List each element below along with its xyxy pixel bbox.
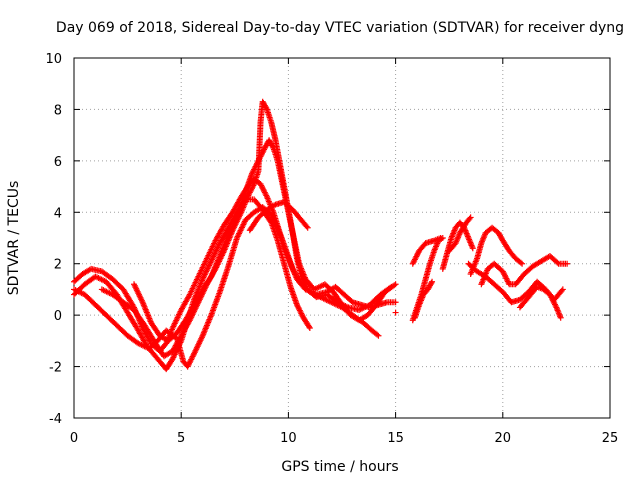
data-point xyxy=(392,281,399,288)
data-point xyxy=(303,223,310,230)
data-point xyxy=(467,214,474,221)
data-points xyxy=(71,98,571,373)
data-point xyxy=(519,260,526,267)
data-point xyxy=(306,325,313,331)
data-point xyxy=(437,235,444,241)
plot-frame xyxy=(73,57,611,419)
data-point xyxy=(304,224,311,231)
data-point xyxy=(557,314,564,321)
x-tick-label: 10 xyxy=(280,431,297,446)
y-tick-label: 4 xyxy=(54,206,62,221)
data-point xyxy=(559,286,566,293)
data-point xyxy=(375,332,382,339)
y-tick-label: 2 xyxy=(54,258,62,273)
axis-ticks xyxy=(73,57,611,419)
y-tick-label: 10 xyxy=(45,52,62,67)
y-tick-label: -4 xyxy=(49,412,62,427)
x-tick-label: 15 xyxy=(387,431,404,446)
x-tick-labels: 0 5 10 15 20 25 xyxy=(70,431,618,446)
y-tick-label: -2 xyxy=(49,361,62,376)
data-point xyxy=(428,280,435,286)
data-point xyxy=(374,331,381,338)
data-point xyxy=(554,259,561,266)
y-axis-label: SDTVAR / TECUs xyxy=(6,181,22,296)
data-point xyxy=(469,245,476,252)
data-point xyxy=(466,215,473,222)
data-point xyxy=(267,218,274,225)
data-point xyxy=(263,105,270,112)
data-point xyxy=(558,287,565,294)
y-tick-label: 8 xyxy=(54,103,62,118)
y-tick-label: 0 xyxy=(54,309,62,324)
data-point xyxy=(392,299,399,306)
data-point xyxy=(564,260,571,267)
x-tick-label: 20 xyxy=(495,431,512,446)
data-point xyxy=(269,143,276,150)
y-tick-labels: -4 -2 0 2 4 6 8 10 xyxy=(45,52,62,427)
chart-title: Day 069 of 2018, Sidereal Day-to-day VTE… xyxy=(56,20,624,36)
x-tick-label: 5 xyxy=(177,431,185,446)
data-point xyxy=(391,282,398,289)
y-tick-label: 6 xyxy=(54,155,62,170)
data-point xyxy=(392,309,399,316)
grid-lines xyxy=(74,58,610,418)
x-axis-label: GPS time / hours xyxy=(281,459,398,475)
data-point xyxy=(517,259,524,266)
data-point xyxy=(306,323,313,330)
data-point xyxy=(429,278,436,285)
x-tick-label: 25 xyxy=(602,431,619,446)
x-tick-label: 0 xyxy=(70,431,78,446)
